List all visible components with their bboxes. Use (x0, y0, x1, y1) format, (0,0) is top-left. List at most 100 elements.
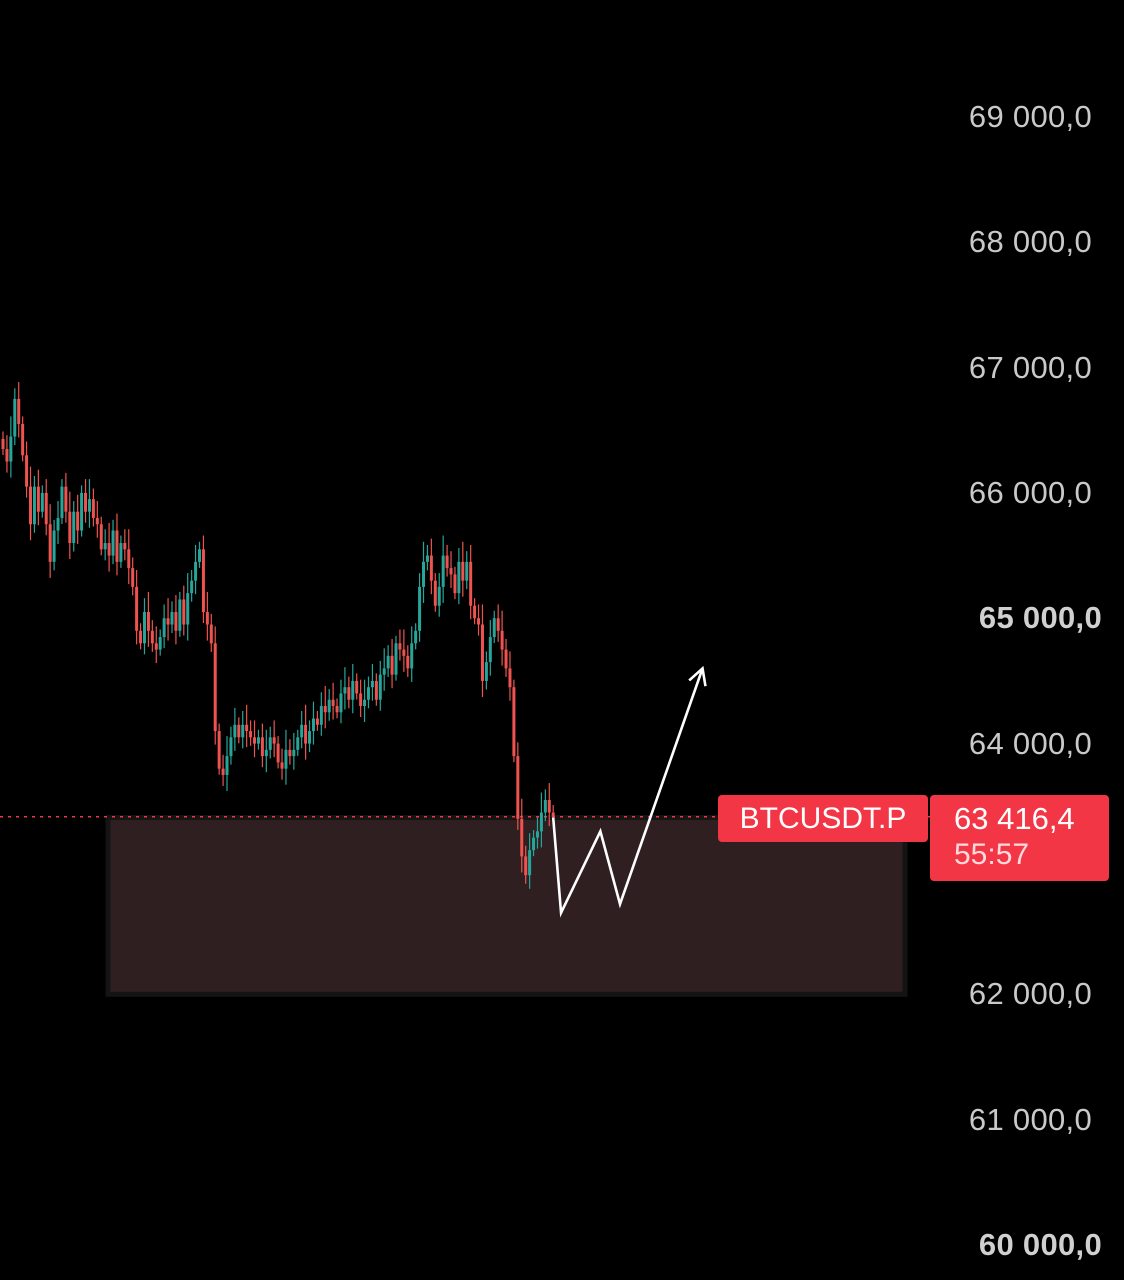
candle (32, 486, 36, 525)
candle (9, 436, 13, 462)
candle (276, 743, 280, 763)
candle (429, 555, 433, 581)
candle (154, 643, 158, 650)
candle (449, 568, 453, 575)
demand-zone[interactable] (105, 815, 908, 997)
candle (304, 724, 308, 744)
candle (182, 599, 186, 625)
candle (402, 649, 406, 656)
candle (166, 618, 170, 625)
candle (1, 438, 5, 450)
candle (457, 561, 461, 594)
candle (245, 724, 249, 732)
candle (496, 618, 500, 631)
candle (394, 643, 398, 675)
candle (72, 511, 76, 544)
candle (516, 756, 520, 819)
candle (398, 643, 402, 650)
candle (99, 524, 103, 550)
candle (551, 812, 555, 817)
candle (355, 680, 359, 694)
candle (162, 618, 166, 638)
candle (56, 517, 60, 531)
candle (103, 543, 107, 550)
candle (300, 724, 304, 738)
candle (249, 731, 253, 738)
candle (17, 398, 21, 424)
candle (473, 605, 477, 619)
candles-group (1, 381, 555, 889)
candle (36, 486, 40, 512)
candle (21, 423, 25, 456)
candle (76, 511, 80, 531)
candle (170, 611, 174, 625)
candle (311, 718, 315, 732)
candle (539, 812, 543, 832)
candle (535, 831, 539, 838)
candle (272, 737, 276, 744)
price-tick-label: 67 000,0 (968, 349, 1092, 385)
candle (60, 486, 64, 518)
candle (296, 737, 300, 750)
price-tick-label: 65 000,0 (978, 600, 1102, 636)
candle (29, 486, 33, 525)
candle (107, 543, 111, 556)
candle (437, 586, 441, 606)
price-tick-label: 61 000,0 (968, 1101, 1092, 1137)
candle (363, 699, 367, 706)
candle (198, 549, 201, 562)
price-tick-label: 69 000,0 (968, 98, 1092, 134)
candle (410, 643, 414, 669)
candle (488, 637, 492, 663)
candle (453, 574, 457, 594)
candle (150, 630, 154, 644)
candle (500, 630, 504, 650)
candle (40, 492, 44, 512)
candle (194, 561, 198, 581)
candle (205, 611, 209, 625)
candle (64, 486, 68, 512)
candle (209, 624, 213, 644)
candle (351, 680, 355, 700)
candle (327, 699, 331, 713)
candle (508, 668, 512, 688)
candle (484, 662, 488, 681)
candle (127, 549, 131, 569)
candle (445, 555, 449, 569)
candle (280, 762, 284, 769)
candle (461, 561, 465, 581)
candle (547, 800, 551, 813)
candle (469, 561, 473, 606)
candle (186, 593, 190, 625)
candle (158, 637, 162, 650)
candle (48, 524, 52, 562)
candle (370, 680, 374, 688)
candle (331, 699, 335, 706)
candle (217, 731, 221, 769)
symbol-tag: BTCUSDT.P (718, 795, 928, 842)
candle (465, 561, 469, 581)
candle (323, 705, 327, 713)
candle (492, 618, 496, 638)
candle (520, 818, 524, 857)
candle (422, 561, 426, 587)
candle (528, 850, 532, 876)
candle (366, 687, 370, 700)
price-tick-label: 68 000,0 (968, 224, 1092, 260)
candle (268, 737, 272, 750)
candle (190, 580, 194, 594)
candle (229, 737, 233, 757)
candle (221, 768, 225, 775)
candle (178, 599, 182, 631)
price-tick-label: 60 000,0 (978, 1227, 1102, 1262)
candle (264, 749, 268, 757)
candle (382, 668, 386, 675)
candle (339, 693, 343, 713)
candle (308, 731, 312, 744)
candle (288, 749, 292, 757)
projection-arrowhead-icon (688, 665, 707, 687)
candle (543, 800, 547, 813)
projection-drawing[interactable] (551, 667, 704, 918)
candle (84, 492, 88, 512)
